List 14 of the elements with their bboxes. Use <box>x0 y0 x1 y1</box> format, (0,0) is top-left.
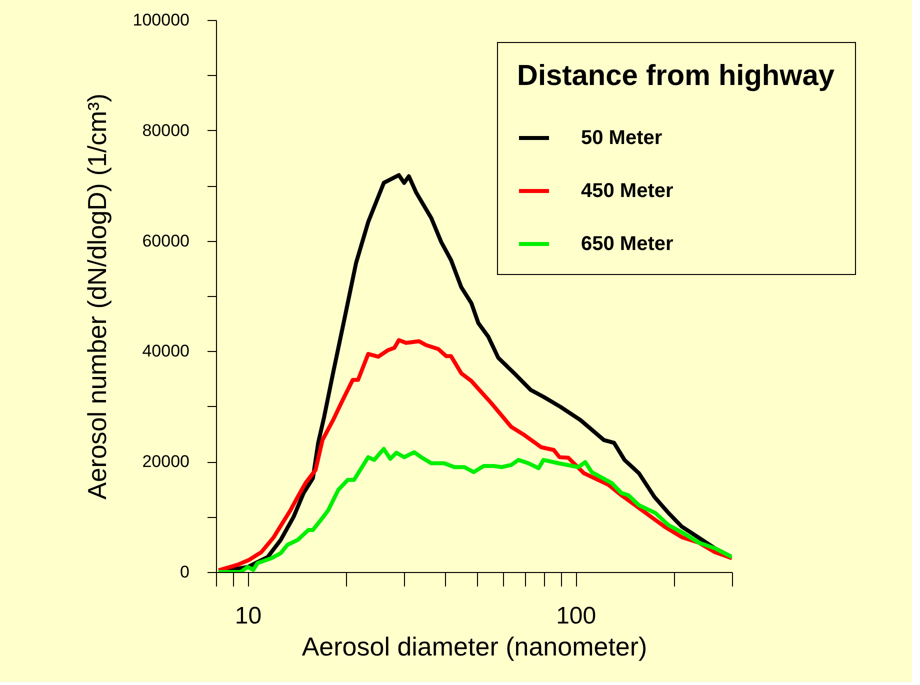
y-tick-label: 40000 <box>142 342 190 361</box>
legend-label: 450 Meter <box>581 180 674 202</box>
x-tick-label: 100 <box>556 602 596 630</box>
y-tick-label: 20000 <box>142 452 190 472</box>
legend-label: 50 Meter <box>581 127 662 149</box>
y-axis-title: Aerosol number (dN/dlogD) (1/cm³) <box>82 93 112 500</box>
y-tick-label: 100000 <box>132 10 190 30</box>
y-tick-label: 60000 <box>142 231 190 250</box>
legend-title: Distance from highway <box>517 60 834 92</box>
y-tick-label: 80000 <box>142 120 190 140</box>
x-axis-title: Aerosol diameter (nanometer) <box>302 632 648 662</box>
x-tick-label: 10 <box>234 602 262 630</box>
legend-label: 650 Meter <box>581 233 674 255</box>
y-tick-label: 0 <box>180 562 190 582</box>
